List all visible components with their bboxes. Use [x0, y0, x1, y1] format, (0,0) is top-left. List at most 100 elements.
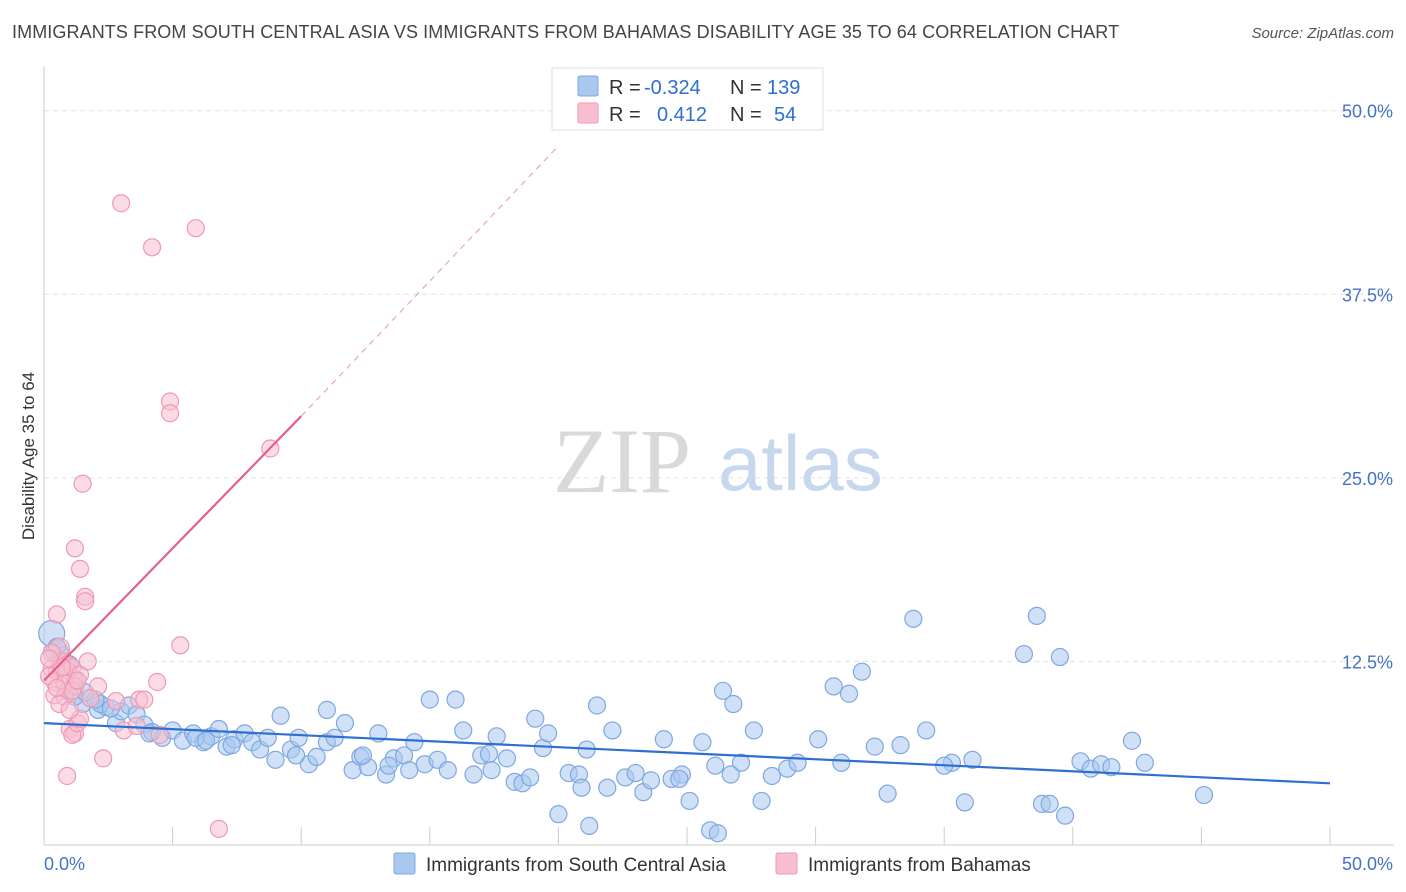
point-south-central-asia — [1014, 644, 1034, 664]
point-south-central-asia — [464, 765, 483, 784]
legend-r-label: R = — [609, 77, 641, 99]
legend-swatch-south-central-asia — [577, 75, 599, 97]
point-south-central-asia — [271, 706, 290, 725]
point-south-central-asia — [572, 778, 591, 797]
point-south-central-asia — [1194, 785, 1214, 805]
legend-swatch-bahamas — [775, 852, 798, 875]
point-south-central-asia — [752, 791, 771, 811]
point-south-central-asia — [708, 824, 727, 843]
point-south-central-asia — [762, 766, 781, 786]
point-south-central-asia — [497, 749, 517, 768]
y-tick-label: 37.5% — [1342, 285, 1393, 305]
point-bahamas — [60, 700, 79, 719]
point-south-central-asia — [307, 747, 326, 766]
point-bahamas — [94, 749, 113, 768]
point-south-central-asia — [603, 721, 622, 740]
chart-title: IMMIGRANTS FROM SOUTH CENTRAL ASIA VS IM… — [12, 22, 1120, 42]
point-south-central-asia — [670, 769, 689, 789]
trend-line-south-central-asia — [43, 722, 1331, 785]
point-bahamas — [52, 658, 72, 677]
point-south-central-asia — [724, 694, 743, 714]
point-south-central-asia — [446, 690, 465, 709]
point-south-central-asia — [955, 793, 974, 812]
point-south-central-asia — [222, 736, 241, 755]
point-bahamas — [70, 559, 90, 579]
point-south-central-asia — [1135, 753, 1154, 772]
point-bahamas — [78, 652, 97, 671]
point-south-central-asia — [865, 737, 884, 756]
point-bahamas — [47, 605, 66, 624]
legend-swatch-south-central-asia — [393, 852, 416, 875]
point-south-central-asia — [824, 677, 843, 696]
legend-n-label: N = — [730, 104, 762, 126]
point-south-central-asia — [526, 709, 545, 728]
point-south-central-asia — [400, 761, 419, 780]
point-bahamas — [112, 194, 131, 213]
point-bahamas — [148, 672, 167, 692]
point-bahamas — [81, 689, 100, 708]
point-bahamas — [150, 725, 169, 744]
point-south-central-asia — [706, 756, 725, 775]
point-south-central-asia — [963, 750, 982, 769]
point-south-central-asia — [809, 730, 828, 749]
watermark-zip: ZIP — [553, 410, 691, 512]
point-south-central-asia — [482, 761, 501, 780]
point-south-central-asia — [353, 746, 373, 765]
point-south-central-asia — [852, 662, 871, 681]
point-south-central-asia — [549, 805, 568, 824]
axes — [43, 66, 1394, 846]
point-south-central-asia — [266, 750, 285, 769]
trend-line-bahamas — [43, 415, 302, 682]
y-tick-label: 50.0% — [1342, 102, 1393, 122]
point-south-central-asia — [209, 719, 228, 739]
point-south-central-asia — [680, 791, 699, 811]
legend-r-value: 0.412 — [657, 104, 707, 126]
legend-n-value: 139 — [767, 77, 800, 99]
point-south-central-asia — [654, 730, 673, 749]
point-bahamas — [142, 238, 162, 257]
point-south-central-asia — [788, 753, 807, 772]
point-south-central-asia — [1050, 647, 1070, 667]
point-bahamas — [73, 474, 92, 493]
point-bahamas — [186, 219, 205, 238]
point-south-central-asia — [289, 728, 308, 747]
point-south-central-asia — [744, 721, 763, 740]
legend-r-value: -0.324 — [644, 77, 701, 99]
source-label: Source: ZipAtlas.com — [1251, 25, 1394, 42]
y-tick-label: 12.5% — [1342, 652, 1393, 672]
point-bahamas — [65, 539, 84, 558]
point-south-central-asia — [405, 733, 424, 752]
trend-extension-bahamas — [300, 145, 559, 417]
point-south-central-asia — [626, 763, 645, 783]
point-south-central-asia — [420, 690, 439, 709]
series-legend: Immigrants from South Central Asia Immig… — [393, 852, 1031, 876]
point-south-central-asia — [1102, 758, 1121, 777]
point-bahamas — [68, 671, 87, 690]
point-south-central-asia — [693, 733, 712, 752]
point-south-central-asia — [479, 744, 499, 764]
point-south-central-asia — [1122, 731, 1142, 750]
point-bahamas — [160, 404, 180, 423]
point-south-central-asia — [539, 724, 558, 743]
point-south-central-asia — [196, 731, 216, 750]
point-bahamas — [76, 592, 95, 611]
x-tick-labels: 0.0% 50.0% — [44, 854, 1393, 874]
point-south-central-asia — [317, 700, 337, 719]
data-points — [38, 194, 1214, 843]
legend-n-value: 54 — [774, 104, 796, 126]
point-south-central-asia — [878, 784, 897, 803]
x-tick-label: 0.0% — [44, 854, 85, 874]
legend-n-label: N = — [730, 77, 762, 99]
x-tick-label: 50.0% — [1342, 854, 1393, 874]
legend-label-bahamas: Immigrants from Bahamas — [808, 855, 1031, 876]
point-south-central-asia — [891, 736, 910, 755]
point-bahamas — [135, 690, 154, 709]
point-south-central-asia — [286, 746, 306, 765]
legend-label-south-central-asia: Immigrants from South Central Asia — [426, 855, 726, 876]
legend-r-label: R = — [609, 104, 641, 126]
point-south-central-asia — [487, 727, 506, 746]
point-south-central-asia — [641, 771, 661, 790]
point-south-central-asia — [587, 696, 607, 715]
point-bahamas — [47, 678, 66, 697]
